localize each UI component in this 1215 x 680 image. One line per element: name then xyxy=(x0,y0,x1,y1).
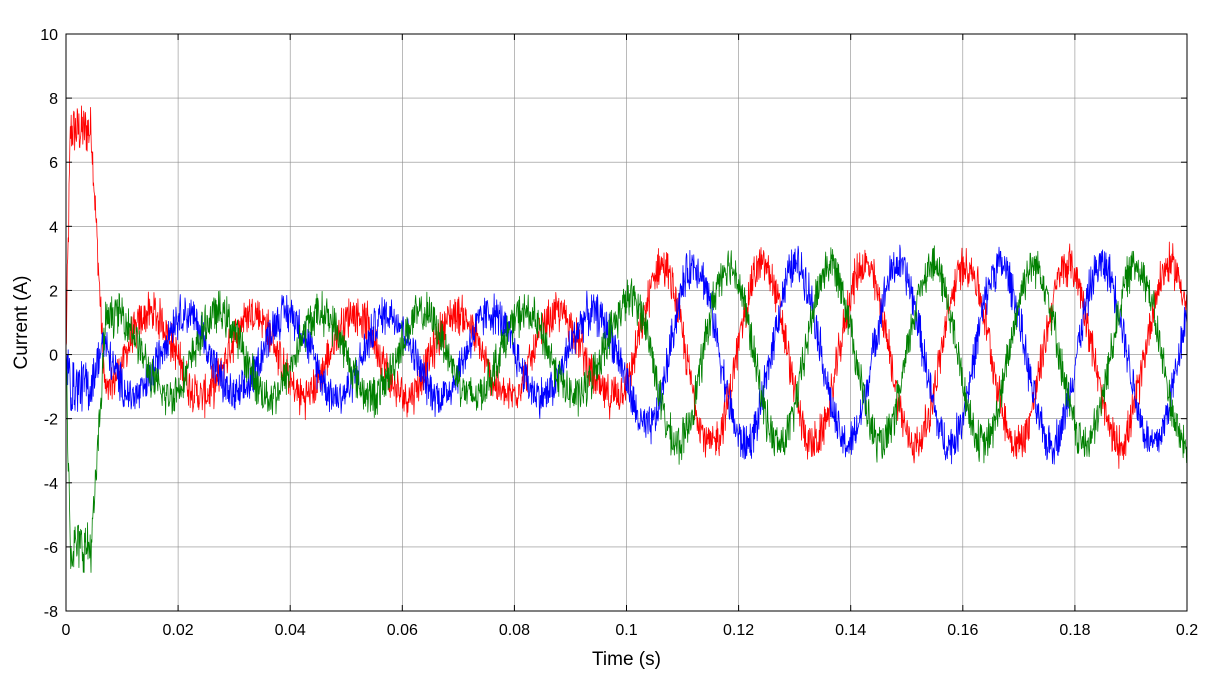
ticks: 0 0.02 0.04 0.06 0.08 0.1 0.12 0.14 0.16 0.18 0.2 -… xyxy=(40,27,1198,639)
x-tick-label: 0.2 xyxy=(1176,622,1198,639)
x-tick-label: 0 xyxy=(62,622,71,639)
y-tick-label: 0 xyxy=(49,348,58,365)
y-tick-label: 4 xyxy=(49,219,58,236)
y-tick-label: 8 xyxy=(49,91,58,108)
series-line-3 xyxy=(65,245,1188,573)
x-tick-label: 0.12 xyxy=(723,622,754,639)
x-tick-label: 0.06 xyxy=(387,622,418,639)
x-tick-label: 0.14 xyxy=(835,622,866,639)
grid xyxy=(66,34,1187,611)
y-axis-label: Current (A) xyxy=(11,276,32,370)
x-tick-label: 0.04 xyxy=(275,622,306,639)
y-tick-label: -2 xyxy=(44,412,58,429)
y-tick-label: -6 xyxy=(44,540,58,557)
x-tick-label: 0.02 xyxy=(163,622,194,639)
y-tick-label: 6 xyxy=(49,155,58,172)
x-tick-label: 0.1 xyxy=(615,622,637,639)
x-tick-label: 0.08 xyxy=(499,622,530,639)
y-tick-label: 10 xyxy=(40,27,58,44)
series-layer xyxy=(65,105,1188,573)
y-tick-label: -8 xyxy=(44,604,58,621)
x-tick-label: 0.16 xyxy=(947,622,978,639)
y-tick-label: 2 xyxy=(49,283,58,300)
y-tick-label: -4 xyxy=(44,476,58,493)
x-tick-label: 0.18 xyxy=(1059,622,1090,639)
series-line-2 xyxy=(65,244,1188,465)
x-axis-label: Time (s) xyxy=(592,649,661,670)
